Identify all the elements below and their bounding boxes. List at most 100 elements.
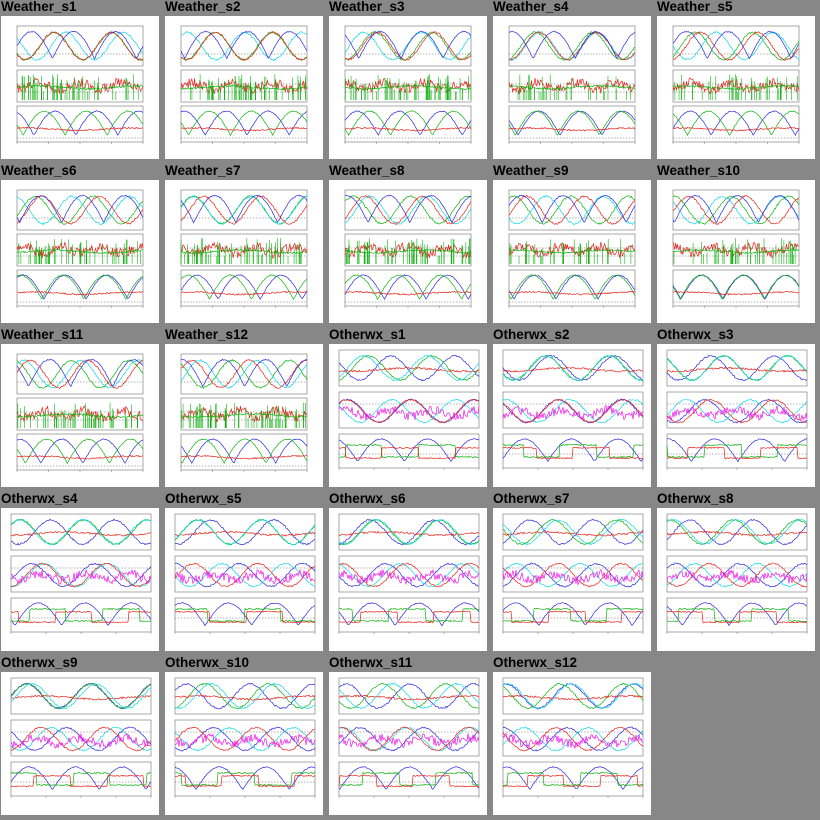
thumbnail-tile[interactable]: Weather_s10 [656, 163, 816, 324]
thumbnail-tile[interactable]: Weather_s4 [492, 0, 652, 160]
series-cyan-1 [502, 682, 644, 710]
tile-plot-svg [16, 25, 144, 144]
series-green-1 [338, 354, 480, 381]
series-cyan-1 [344, 31, 472, 61]
x-axis-ticks [672, 142, 800, 144]
panel-1-frame [10, 513, 152, 551]
thumbnail-tile[interactable]: Weather_s5 [656, 0, 816, 160]
tile-plot-svg [174, 513, 316, 634]
series-blue-1 [16, 194, 144, 224]
series-red-2 [672, 77, 800, 96]
tile-title: Otherwx_s2 [493, 327, 570, 342]
series-blue-3 [10, 766, 152, 790]
series-red-3 [672, 290, 800, 296]
thumbnail-tile[interactable]: Otherwx_s5 [164, 491, 324, 652]
panel-1-frame [502, 677, 644, 715]
thumbnail-tile[interactable]: Otherwx_s2 [492, 327, 652, 488]
thumbnail-tile[interactable]: Otherwx_s3 [656, 327, 816, 488]
tile-title: Weather_s11 [1, 327, 84, 342]
tile-plot-image [493, 180, 651, 323]
panel-2-frame [502, 719, 644, 757]
tile-plot-svg [508, 189, 636, 308]
series-green-3 [508, 274, 636, 300]
series-blue-3 [10, 602, 152, 626]
x-axis-ticks [344, 142, 472, 144]
series-red-3 [666, 446, 808, 460]
thumbnail-tile[interactable]: Weather_s11 [0, 327, 160, 488]
series-red-2 [174, 562, 316, 588]
series-blue-2 [502, 398, 644, 424]
thumbnail-tile[interactable]: Weather_s12 [164, 327, 324, 488]
series-green-3 [180, 274, 308, 300]
series-blue-1 [338, 518, 480, 546]
series-blue-2 [666, 562, 808, 588]
x-axis-ticks [666, 632, 808, 634]
series-green-1 [344, 195, 472, 225]
tile-plot-svg [344, 25, 472, 144]
series-red-3 [338, 446, 480, 460]
tile-title: Otherwx_s3 [657, 327, 734, 342]
series-red-3 [175, 774, 316, 788]
thumbnail-tile[interactable]: Weather_s6 [0, 163, 160, 324]
series-red-1 [16, 195, 144, 225]
x-axis-ticks [10, 796, 152, 798]
tile-plot-image [165, 180, 323, 323]
series-red-3 [180, 454, 308, 460]
series-cyan-2 [174, 562, 315, 588]
series-magenta-2 [502, 404, 644, 421]
tile-title: Weather_s5 [657, 0, 733, 14]
thumbnail-tile[interactable]: Otherwx_s7 [492, 491, 652, 652]
series-red-3 [508, 290, 636, 296]
panel-1-frame [338, 677, 480, 715]
thumbnail-tile[interactable]: Weather_s2 [164, 0, 324, 160]
series-magenta-2 [502, 568, 644, 586]
x-axis-ticks [338, 468, 480, 470]
tile-title: Otherwx_s10 [165, 655, 250, 670]
panel-3-frame [10, 761, 152, 797]
series-green-1 [10, 682, 152, 710]
panel-1-frame [666, 513, 808, 551]
series-red-3 [666, 610, 808, 624]
panel-2-frame [338, 555, 480, 593]
panel-2-frame [10, 555, 152, 593]
thumbnail-tile[interactable]: Otherwx_s8 [656, 491, 816, 652]
series-red-3 [508, 126, 636, 132]
series-blue-1 [666, 354, 808, 382]
tile-plot-svg [508, 25, 636, 144]
thumbnail-tile[interactable]: Weather_s3 [328, 0, 488, 160]
thumbnail-tile[interactable]: Otherwx_s6 [328, 491, 488, 652]
thumbnail-tile[interactable]: Otherwx_s1 [328, 327, 488, 488]
series-green-spikes [21, 74, 139, 100]
series-green-spikes [345, 74, 472, 100]
series-red-3 [502, 610, 644, 624]
thumbnail-tile[interactable]: Otherwx_s12 [492, 655, 652, 816]
thumbnail-tile[interactable]: Weather_s9 [492, 163, 652, 324]
series-red-2 [344, 242, 472, 259]
tile-title: Weather_s6 [1, 163, 77, 178]
thumbnail-tile[interactable]: Weather_s1 [0, 0, 160, 160]
series-green-1 [672, 195, 800, 225]
thumbnail-tile[interactable]: Otherwx_s11 [328, 655, 488, 816]
series-red-1 [174, 694, 316, 701]
tile-plot-svg [344, 189, 472, 308]
thumbnail-tile[interactable]: Otherwx_s10 [164, 655, 324, 816]
series-blue-1 [672, 31, 800, 60]
series-blue-3 [666, 602, 808, 627]
series-cyan-1 [180, 358, 308, 389]
series-blue-1 [502, 682, 644, 710]
series-blue-1 [16, 358, 144, 387]
series-green-spikes [517, 74, 631, 100]
series-red-2 [174, 726, 316, 752]
thumbnail-tile[interactable]: Otherwx_s9 [0, 655, 160, 816]
x-axis-ticks [180, 142, 308, 144]
thumbnail-tile[interactable]: Weather_s7 [164, 163, 324, 324]
series-cyan-1 [672, 195, 800, 225]
series-blue-3 [338, 766, 480, 790]
series-red-3 [338, 610, 480, 624]
series-green-spikes [190, 74, 307, 100]
series-magenta-2 [502, 732, 644, 749]
thumbnail-tile[interactable]: Otherwx_s4 [0, 491, 160, 652]
tile-plot-svg [16, 353, 144, 472]
thumbnail-tile[interactable]: Weather_s8 [328, 163, 488, 324]
